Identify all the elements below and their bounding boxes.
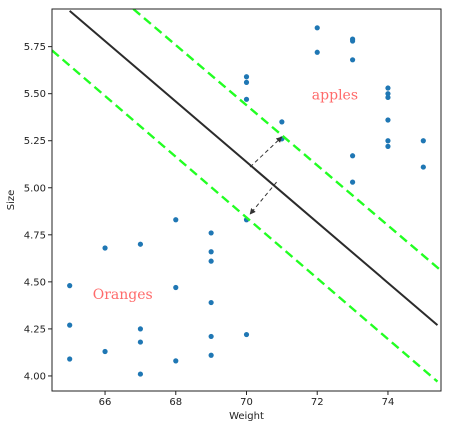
x-axis-label: Weight [229,411,264,422]
data-point [208,352,214,358]
data-point [173,284,179,291]
data-point [279,119,285,125]
y-tick-label: 4.00 [24,371,46,382]
data-point [137,371,144,377]
data-point [67,322,73,328]
margin-arrow-lower [249,181,277,215]
data-point [67,283,73,289]
y-tick-label: 4.50 [24,277,46,288]
y-tick-label: 5.75 [24,42,46,53]
data-point [349,179,356,185]
data-point [385,143,391,149]
data-point [137,339,144,345]
data-point [385,138,391,144]
margin-arrow-upper [249,136,283,168]
data-point [349,153,356,159]
data-point [243,96,250,102]
data-point [420,138,426,144]
upper-margin-line [132,9,441,272]
data-point [385,91,391,97]
y-tick-label: 4.25 [24,324,46,335]
data-point [208,299,214,306]
y-tick-label: 4.75 [24,230,46,241]
lower-margin-line [52,49,439,383]
data-point [243,79,250,85]
annotation-apples: apples [312,87,358,103]
y-axis-label: Size [6,190,17,211]
data-point [173,358,179,364]
data-point [243,331,250,338]
data-point [208,333,214,340]
decision-boundary-line [69,10,439,326]
x-tick-label: 66 [99,397,112,408]
data-point [385,85,391,91]
data-point [67,356,73,362]
x-tick-label: 72 [311,397,324,408]
data-point [208,258,214,264]
data-point [349,57,356,63]
data-point [385,117,391,123]
data-point [314,25,320,31]
data-point [208,249,214,255]
data-point [208,230,214,236]
y-tick-label: 5.25 [24,136,46,147]
x-tick-label: 68 [169,397,182,408]
data-point [137,326,144,332]
data-point [349,38,356,44]
data-point [420,164,426,170]
data-point [385,94,391,101]
data-point [243,74,250,80]
x-tick-label: 74 [382,397,395,408]
data-point [102,348,108,355]
data-point [173,217,179,223]
data-point [102,245,108,251]
y-tick-label: 5.50 [24,89,46,100]
data-point [137,241,144,247]
annotation-oranges: Oranges [93,287,153,303]
y-tick-label: 5.00 [24,183,46,194]
data-point [314,49,320,55]
x-tick-label: 70 [240,397,253,408]
